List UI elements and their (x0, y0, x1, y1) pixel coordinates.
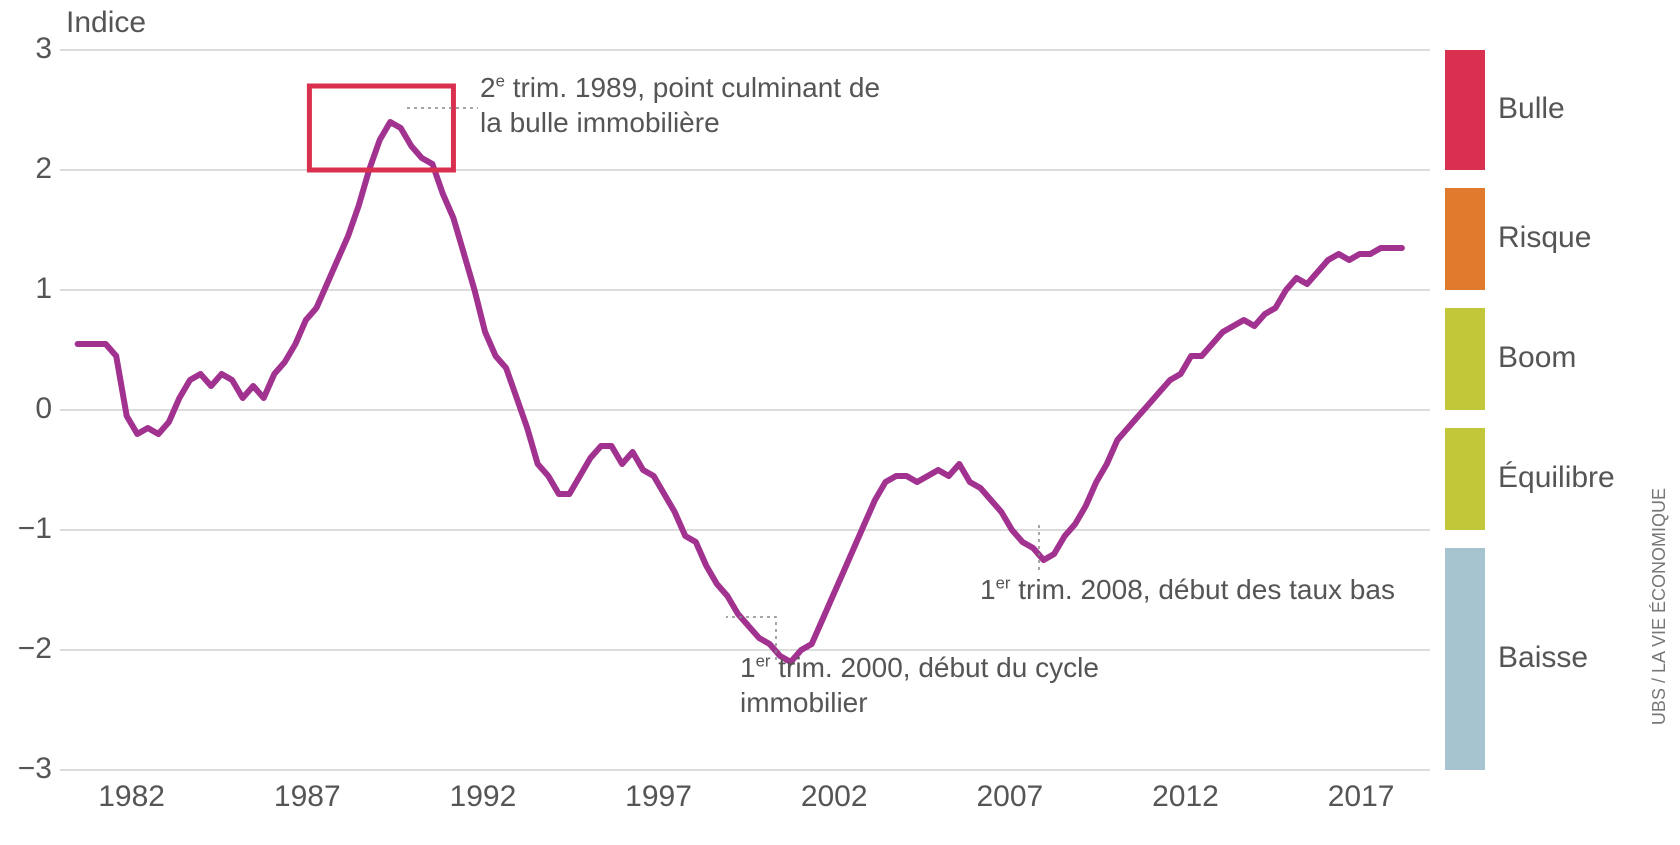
x-tick-label: 1992 (450, 780, 517, 814)
x-tick-label: 2012 (1152, 780, 1219, 814)
x-tick-label: 1997 (625, 780, 692, 814)
y-tick-label: 2 (35, 152, 52, 186)
y-tick-label: 0 (35, 392, 52, 426)
x-tick-label: 1982 (98, 780, 165, 814)
x-tick-label: 2007 (976, 780, 1043, 814)
x-tick-label: 1987 (274, 780, 341, 814)
band-label: Boom (1498, 341, 1576, 375)
band-label: Risque (1498, 221, 1591, 255)
x-tick-label: 2002 (801, 780, 868, 814)
y-axis-title: Indice (66, 6, 146, 40)
band-label: Équilibre (1498, 461, 1615, 495)
y-tick-label: −2 (18, 632, 52, 666)
band-label: Bulle (1498, 92, 1565, 126)
annotation-peak-1989: 2e trim. 1989, point culminant dela bull… (480, 70, 880, 140)
y-tick-label: −1 (18, 512, 52, 546)
y-tick-label: 1 (35, 272, 52, 306)
band-label: Baisse (1498, 641, 1588, 675)
y-tick-label: −3 (18, 752, 52, 786)
x-tick-label: 2017 (1328, 780, 1395, 814)
chart-container: Indice −3 −2 −1 0 1 2 3 1982 1987 1992 1997 2002 20… (0, 0, 1680, 845)
y-tick-label: 3 (35, 32, 52, 66)
annotation-trough-2000: 1er trim. 2000, début du cycleimmobilier (740, 650, 1099, 720)
source-credit: UBS / LA VIE ÉCONOMIQUE (1649, 488, 1670, 725)
annotation-low-rates-2008: 1er trim. 2008, début des taux bas (980, 572, 1395, 607)
